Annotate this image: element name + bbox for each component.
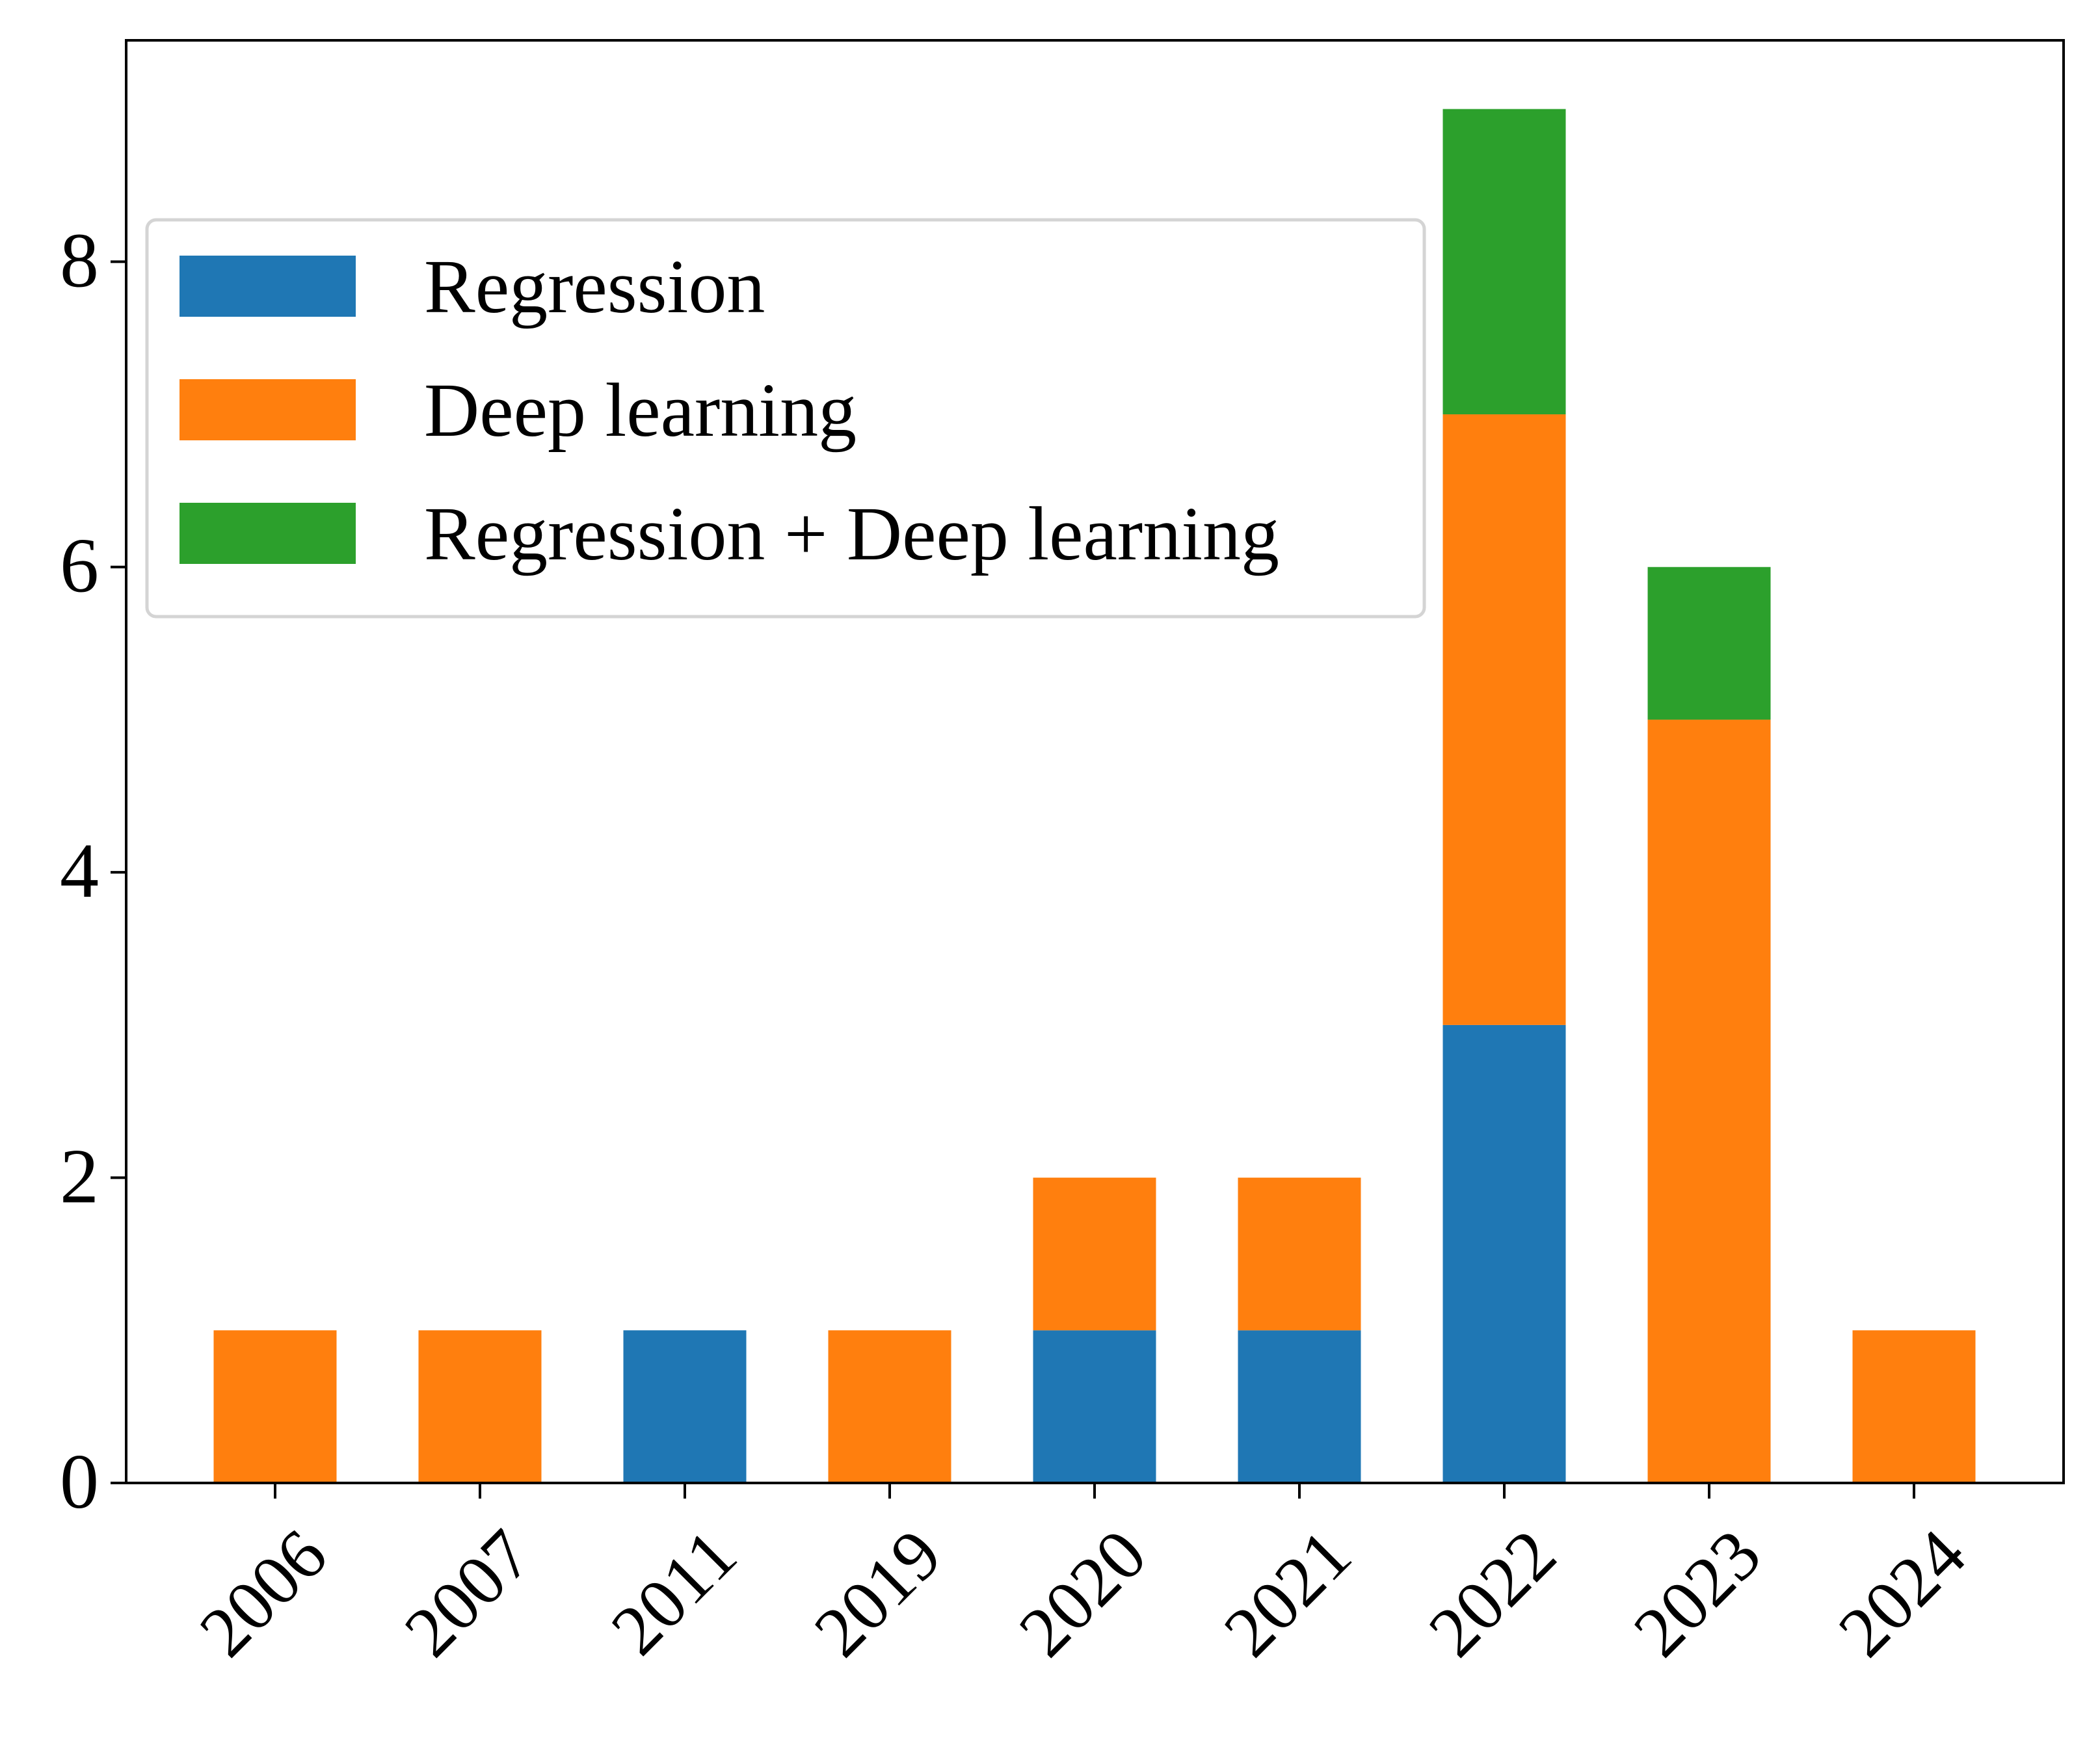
legend-label: Deep learning	[424, 367, 857, 453]
legend-frame	[145, 218, 1426, 619]
bar-2021-series-0	[1238, 1330, 1361, 1483]
bar-2023-series-2	[1647, 567, 1771, 720]
legend-label: Regression + Deep learning	[424, 491, 1279, 576]
bar-2020-series-0	[1033, 1330, 1156, 1483]
legend-swatch	[179, 256, 356, 317]
y-tick-label: 4	[60, 827, 99, 914]
bar-2021-series-1	[1238, 1177, 1361, 1331]
legend: Regression Deep learning Regression + Deep…	[145, 218, 1426, 619]
legend-items: Regression Deep learning Regression + Deep…	[179, 244, 1279, 576]
bar-2024-series-1	[1852, 1330, 1976, 1483]
y-tick-label: 2	[60, 1133, 99, 1220]
y-tick-label: 6	[60, 522, 99, 609]
bar-2019-series-1	[828, 1330, 951, 1483]
bars-layer	[213, 109, 1976, 1483]
y-tick-label: 0	[60, 1438, 99, 1525]
bar-2022-series-1	[1442, 414, 1566, 1025]
y-tick-label: 8	[60, 217, 99, 303]
bar-2011-series-0	[623, 1330, 747, 1483]
bar-2020-series-1	[1033, 1177, 1156, 1331]
bar-2022-series-2	[1442, 109, 1566, 415]
bar-2022-series-0	[1442, 1024, 1566, 1483]
legend-label: Regression	[424, 244, 765, 329]
legend-swatch	[179, 379, 356, 440]
plot-frame	[125, 39, 2065, 1484]
y-axis-ticks: 0 2 4 6 8	[60, 217, 126, 1525]
bar-2023-series-1	[1647, 719, 1771, 1483]
bar-2007-series-1	[418, 1330, 542, 1483]
legend-swatch	[179, 503, 356, 564]
bar-2006-series-1	[213, 1330, 337, 1483]
